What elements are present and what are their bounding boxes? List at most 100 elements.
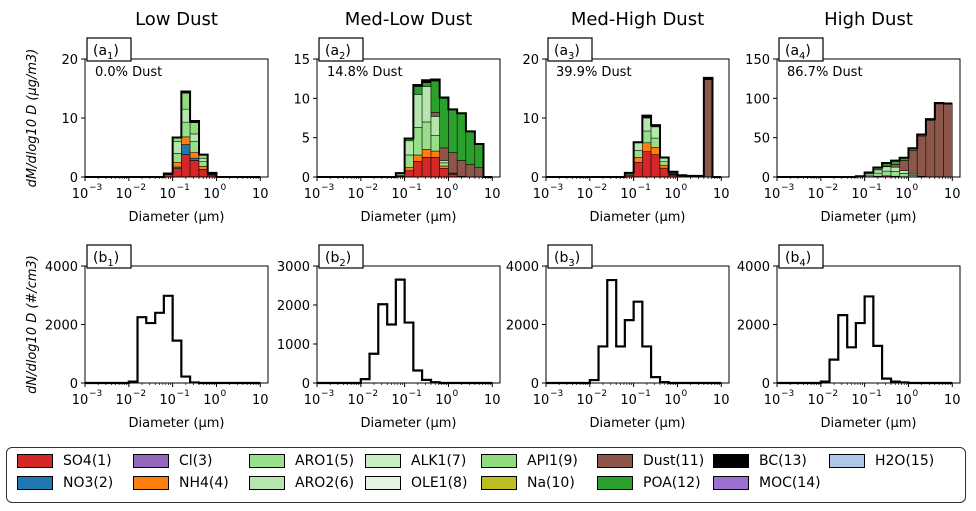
bar-segment [172, 168, 182, 178]
x-tick-exponent: −1 [409, 389, 422, 399]
legend-item: OLE1(8) [365, 475, 467, 491]
bar-segment [881, 170, 892, 177]
y-tick-label: 0 [302, 171, 310, 186]
y-tick-label: 3000 [277, 260, 310, 275]
bar-segment [633, 142, 643, 151]
axes-frame [776, 265, 961, 384]
legend-label: NH4(4) [179, 475, 229, 491]
number-step-line [777, 295, 953, 385]
x-tick-label: 10 [851, 393, 868, 408]
bar-segment [430, 135, 440, 152]
x-tick-label: 10 [944, 393, 961, 408]
x-tick-label: 10 [664, 393, 681, 408]
bar-segment [659, 161, 669, 166]
x-tick-label: 10 [348, 393, 365, 408]
bar-segment [890, 166, 900, 172]
x-tick-exponent: −3 [321, 183, 334, 193]
bar-segment [642, 117, 652, 132]
bar-segment [404, 154, 414, 168]
x-tick-label: 10 [252, 393, 269, 408]
y-tick-label: 20 [522, 53, 539, 68]
bar-segment [421, 82, 432, 87]
bar-segment [421, 149, 432, 158]
bar-segment [439, 168, 449, 178]
legend-item: API1(9) [481, 453, 578, 469]
bar-segment [890, 164, 900, 168]
bar-segment [650, 126, 661, 139]
panel-label: (b1) [93, 250, 119, 269]
bar-segment [659, 167, 669, 178]
bar-segment [943, 103, 953, 178]
x-tick-exponent: −3 [781, 183, 794, 193]
number-step-line [85, 294, 261, 385]
bar-segment [172, 141, 182, 154]
panel-label: (a2) [325, 43, 351, 62]
legend-item: ALK1(7) [365, 453, 466, 469]
x-tick-label: 10 [72, 187, 89, 202]
bar-segment [430, 150, 440, 158]
y-tick-label: 2000 [45, 319, 78, 334]
legend-label: MOC(14) [759, 475, 821, 491]
x-tick-exponent: 0 [452, 389, 458, 399]
legend-label: API1(9) [527, 453, 578, 469]
bar-segment [430, 112, 440, 117]
legend-item: H2O(15) [829, 453, 934, 469]
bar-segment [421, 157, 432, 178]
legend-label: ARO2(6) [295, 475, 355, 491]
y-tick-label: 0 [70, 171, 78, 186]
legend-label: Dust(11) [643, 453, 705, 469]
y-tick-label: 100 [745, 92, 770, 107]
bar-segment [474, 143, 484, 168]
x-tick-label: 10 [533, 393, 550, 408]
x-tick-exponent: 0 [912, 389, 918, 399]
x-tick-label: 10 [944, 187, 961, 202]
legend-swatch [597, 476, 633, 490]
x-tick-exponent: 0 [681, 389, 687, 399]
x-tick-label: 10 [116, 393, 133, 408]
x-tick-exponent: 0 [220, 183, 226, 193]
bar-segment [465, 164, 476, 178]
column-title: Med-Low Dust [345, 9, 472, 30]
y-tick-label: 50 [753, 132, 770, 147]
x-tick-label: 10 [895, 393, 912, 408]
x-axis-label: Diameter (μm) [361, 210, 457, 225]
x-tick-exponent: −1 [638, 389, 651, 399]
bar-segment [439, 98, 449, 149]
axes-frame [316, 58, 501, 178]
y-tick-label: 10 [61, 112, 78, 127]
bar-segment [916, 135, 927, 177]
bar-segment [189, 141, 200, 153]
legend-item: BC(13) [713, 453, 807, 469]
x-tick-label: 10 [252, 187, 269, 202]
bar-segment [430, 157, 440, 178]
x-tick-exponent: −3 [550, 183, 563, 193]
bar-segment [633, 157, 643, 163]
panel-label-box [86, 244, 132, 269]
bar-segment [934, 103, 944, 178]
bar-segment [404, 140, 414, 156]
bar-segment [189, 160, 200, 178]
bar-segment [421, 121, 432, 150]
x-axis-label: Diameter (μm) [129, 416, 225, 431]
panel-label: (a1) [93, 43, 119, 62]
y-axis-label: dM/dlog10 D (μg/m3) [25, 49, 40, 188]
bar-segment [890, 161, 900, 165]
legend-item: ARO2(6) [249, 475, 354, 491]
number-step-line [317, 278, 493, 385]
x-tick-label: 10 [116, 187, 133, 202]
x-tick-label: 10 [391, 187, 408, 202]
axes-frame [545, 265, 730, 384]
bar-segment [899, 160, 909, 171]
bar-segment [413, 127, 423, 156]
legend-item: NO3(2) [17, 475, 113, 491]
x-axis-label: Diameter (μm) [129, 210, 225, 225]
y-tick-label: 0 [531, 171, 539, 186]
panel-label: (a4) [785, 43, 811, 62]
x-tick-exponent: 0 [220, 389, 226, 399]
x-tick-exponent: −3 [781, 389, 794, 399]
x-tick-exponent: −1 [869, 389, 882, 399]
number-step-line [546, 278, 722, 385]
column-title: High Dust [824, 9, 913, 30]
